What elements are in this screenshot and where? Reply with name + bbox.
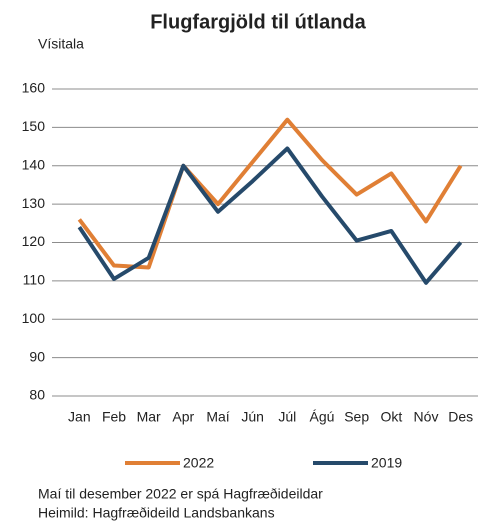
x-tick-label: Ágú <box>310 409 335 425</box>
x-tick-label: Feb <box>102 409 126 425</box>
y-axis-label: Vísitala <box>38 36 84 52</box>
note: Heimild: Hagfræðideild Landsbankans <box>38 505 275 521</box>
series-line <box>77 146 463 285</box>
x-tick-label: Jún <box>241 409 264 425</box>
y-tick-label: 120 <box>22 233 46 249</box>
series-line <box>77 117 463 270</box>
x-tick-label: Okt <box>380 409 402 425</box>
y-tick-label: 150 <box>22 118 46 134</box>
y-tick-label: 140 <box>22 156 46 172</box>
y-tick-label: 110 <box>23 272 46 288</box>
y-tick-label: 160 <box>22 80 46 96</box>
x-tick-label: Des <box>448 409 473 425</box>
x-tick-label: Júl <box>278 409 296 425</box>
x-tick-label: Nóv <box>414 409 439 425</box>
legend-label: 2022 <box>183 455 214 471</box>
x-tick-label: Jan <box>68 409 91 425</box>
y-tick-label: 80 <box>29 387 45 403</box>
legend-label: 2019 <box>371 455 402 471</box>
y-tick-label: 90 <box>29 348 45 364</box>
x-tick-label: Apr <box>172 409 194 425</box>
chart-title: Flugfargjöld til útlanda <box>150 11 366 33</box>
y-tick-label: 130 <box>22 195 46 211</box>
x-tick-label: Sep <box>344 409 369 425</box>
note: Maí til desember 2022 er spá Hagfræðidei… <box>38 486 323 502</box>
x-tick-label: Maí <box>206 409 229 425</box>
x-tick-label: Mar <box>137 409 161 425</box>
y-tick-label: 100 <box>22 310 46 326</box>
